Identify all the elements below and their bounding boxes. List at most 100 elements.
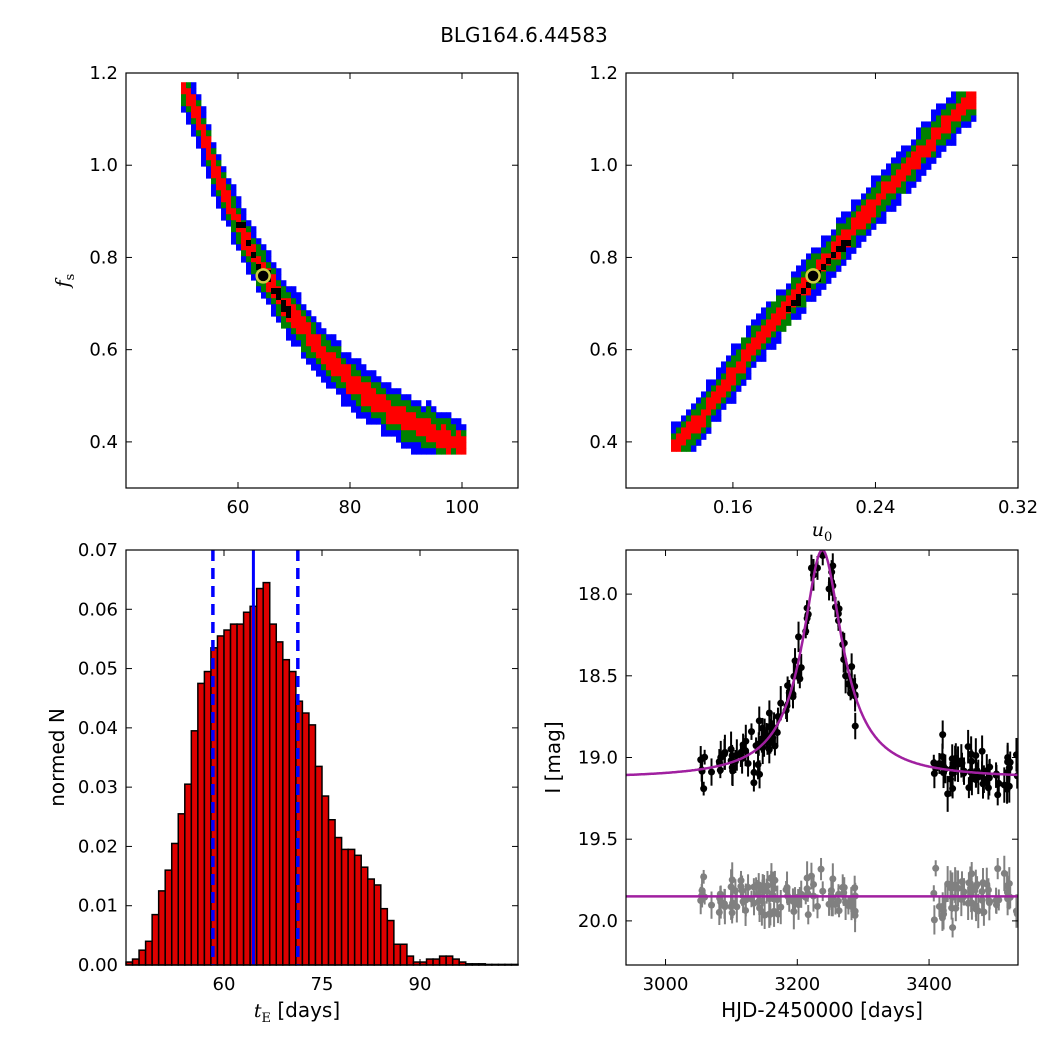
likelihood-cell — [391, 424, 397, 431]
likelihood-cell — [276, 268, 282, 275]
likelihood-cell — [381, 400, 387, 407]
likelihood-cell — [901, 145, 907, 152]
histogram-bar — [451, 958, 460, 966]
histogram-bar — [393, 943, 402, 966]
likelihood-cell — [361, 412, 367, 419]
likelihood-cell — [766, 319, 772, 326]
likelihood-cell — [891, 163, 897, 170]
likelihood-cell — [221, 178, 227, 185]
likelihood-cell — [836, 265, 842, 272]
likelihood-cell — [406, 400, 412, 407]
likelihood-cell — [181, 106, 187, 113]
likelihood-cell — [921, 139, 927, 146]
residual-point — [851, 911, 859, 919]
likelihood-cell — [306, 322, 312, 329]
likelihood-cell — [246, 226, 252, 233]
likelihood-cell — [881, 187, 887, 194]
likelihood-cell — [331, 376, 337, 383]
likelihood-cell — [311, 340, 317, 347]
likelihood-cell — [701, 397, 707, 404]
likelihood-cell — [411, 436, 417, 443]
likelihood-cell — [371, 388, 377, 395]
likelihood-map — [671, 91, 977, 452]
likelihood-cell — [731, 349, 737, 356]
likelihood-cell — [891, 181, 897, 188]
likelihood-cell — [316, 364, 322, 371]
likelihood-cell — [231, 232, 237, 239]
likelihood-cell — [946, 115, 952, 122]
likelihood-cell — [346, 382, 352, 389]
likelihood-cell — [186, 82, 192, 89]
data-point — [795, 633, 803, 641]
likelihood-cell — [786, 283, 792, 290]
likelihood-cell — [186, 94, 192, 101]
likelihood-cell — [901, 169, 907, 176]
likelihood-cell — [821, 247, 827, 254]
likelihood-cell — [961, 115, 967, 122]
histogram-bar — [184, 783, 193, 966]
likelihood-cell — [746, 373, 752, 380]
x-axis-label: HJD-2450000 [days] — [721, 998, 923, 1022]
likelihood-cell — [906, 145, 912, 152]
likelihood-cell — [426, 448, 432, 455]
likelihood-cell — [296, 316, 302, 323]
likelihood-cell — [906, 169, 912, 176]
likelihood-cell — [716, 397, 722, 404]
likelihood-cell — [871, 181, 877, 188]
likelihood-cell — [396, 430, 402, 437]
likelihood-cell — [836, 223, 842, 230]
likelihood-cell — [896, 181, 902, 188]
likelihood-cell — [271, 310, 277, 317]
residual-point — [750, 883, 758, 891]
likelihood-cell — [721, 379, 727, 386]
likelihood-cell — [436, 448, 442, 455]
likelihood-cell — [406, 430, 412, 437]
likelihood-cell — [206, 124, 212, 131]
likelihood-cell — [321, 358, 327, 365]
likelihood-cell — [446, 412, 452, 419]
histogram-bar — [308, 724, 317, 966]
likelihood-cell — [746, 361, 752, 368]
likelihood-cell — [336, 352, 342, 359]
likelihood-cell — [386, 418, 392, 425]
likelihood-cell — [896, 169, 902, 176]
likelihood-cell — [726, 361, 732, 368]
likelihood-cell — [206, 160, 212, 167]
likelihood-cell — [191, 130, 197, 137]
likelihood-cell — [226, 178, 232, 185]
likelihood-cell — [896, 151, 902, 158]
likelihood-cell — [291, 316, 297, 323]
data-point — [758, 724, 766, 732]
likelihood-cell — [731, 367, 737, 374]
likelihood-cell — [736, 343, 742, 350]
likelihood-cell — [261, 244, 267, 251]
likelihood-cell — [891, 199, 897, 206]
likelihood-cell — [381, 430, 387, 437]
likelihood-cell — [291, 334, 297, 341]
histogram-bar — [301, 712, 310, 966]
likelihood-cell — [671, 439, 677, 446]
data-point — [978, 747, 986, 755]
likelihood-cell — [401, 424, 407, 431]
residual-point — [986, 897, 994, 905]
likelihood-cell — [681, 415, 687, 422]
likelihood-cell — [291, 298, 297, 305]
likelihood-cell — [351, 382, 357, 389]
likelihood-cell — [901, 163, 907, 170]
likelihood-cell — [346, 394, 352, 401]
likelihood-cell — [916, 175, 922, 182]
likelihood-cell — [776, 307, 782, 314]
likelihood-cell — [211, 142, 217, 149]
likelihood-cell — [936, 121, 942, 128]
data-point — [727, 745, 735, 753]
likelihood-cell — [216, 202, 222, 209]
likelihood-cell — [901, 157, 907, 164]
likelihood-cell — [701, 427, 707, 434]
likelihood-cell — [336, 370, 342, 377]
likelihood-cell — [211, 160, 217, 167]
likelihood-cell — [191, 118, 197, 125]
panel-te-histogram: 60 75 90 0.00 0.01 0.02 0.03 0.04 0.05 0.06 0.07 no… — [45, 540, 519, 1026]
likelihood-cell — [306, 334, 312, 341]
likelihood-cell — [756, 355, 762, 362]
likelihood-cell — [941, 121, 947, 128]
